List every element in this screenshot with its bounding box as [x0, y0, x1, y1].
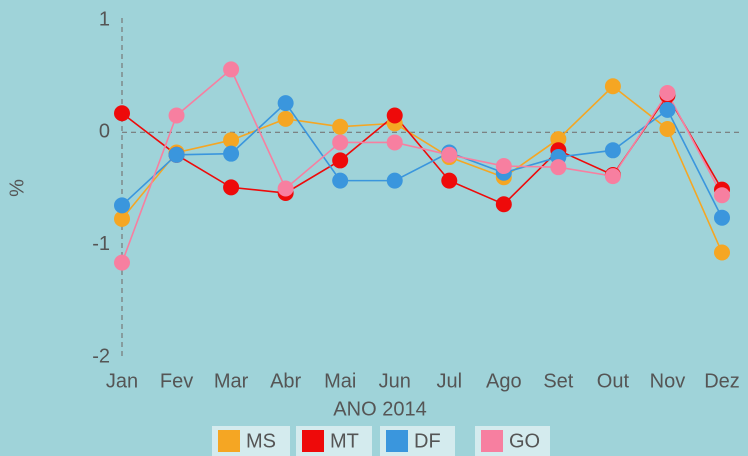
x-tick-label: Nov — [650, 370, 686, 392]
legend-label: DF — [414, 430, 441, 452]
data-point — [441, 146, 458, 163]
y-axis-label: % — [6, 179, 28, 197]
legend-swatch — [481, 430, 503, 452]
data-point — [386, 134, 403, 151]
legend-swatch — [218, 430, 240, 452]
data-point — [223, 132, 240, 149]
x-tick-label: Out — [597, 370, 630, 392]
data-point — [495, 196, 512, 213]
series-line — [121, 85, 723, 253]
y-tick-label: 0 — [99, 121, 110, 143]
data-point — [659, 85, 676, 102]
data-point — [386, 107, 403, 124]
x-tick-label: Ago — [486, 370, 522, 392]
x-axis-label: ANO 2014 — [333, 398, 426, 420]
data-point — [332, 152, 349, 169]
series-line — [121, 101, 723, 219]
y-tick-label: 1 — [99, 8, 110, 30]
data-point — [277, 95, 294, 112]
legend-swatch — [302, 430, 324, 452]
legend-swatch — [386, 430, 408, 452]
y-tick-label: -2 — [92, 345, 110, 367]
y-tick-label: -1 — [92, 233, 110, 255]
data-point — [114, 254, 130, 271]
x-tick-label: Jan — [106, 370, 138, 392]
data-point — [550, 159, 567, 176]
data-point — [168, 146, 185, 163]
data-point — [659, 120, 676, 137]
data-point — [495, 158, 512, 175]
data-point — [604, 78, 621, 95]
data-point — [277, 110, 294, 127]
data-point — [168, 107, 185, 124]
data-point — [386, 172, 403, 189]
data-point — [223, 145, 240, 162]
data-point — [114, 197, 130, 214]
x-tick-label: Abr — [270, 370, 301, 392]
data-point — [604, 142, 621, 159]
data-point — [114, 105, 130, 122]
legend-label: GO — [509, 430, 540, 452]
data-point — [332, 172, 349, 189]
data-point — [604, 168, 621, 185]
data-point — [332, 134, 349, 151]
x-tick-label: Mar — [214, 370, 249, 392]
legend-label: MS — [246, 430, 276, 452]
x-tick-label: Mai — [324, 370, 356, 392]
data-point — [223, 179, 240, 196]
x-tick-label: Set — [543, 370, 573, 392]
data-point — [714, 244, 730, 261]
data-point — [714, 209, 730, 226]
data-point — [114, 210, 130, 227]
x-tick-label: Jun — [379, 370, 411, 392]
data-point — [223, 61, 240, 78]
data-point — [277, 180, 294, 197]
data-point — [441, 172, 458, 189]
x-tick-label: Dez — [704, 370, 740, 392]
x-tick-label: Jul — [436, 370, 462, 392]
data-point — [714, 187, 730, 204]
data-point — [659, 101, 676, 118]
data-point — [332, 118, 349, 135]
data-point — [550, 131, 567, 148]
series-line — [121, 68, 723, 263]
x-tick-label: Fev — [160, 370, 193, 392]
legend-label: MT — [330, 430, 359, 452]
